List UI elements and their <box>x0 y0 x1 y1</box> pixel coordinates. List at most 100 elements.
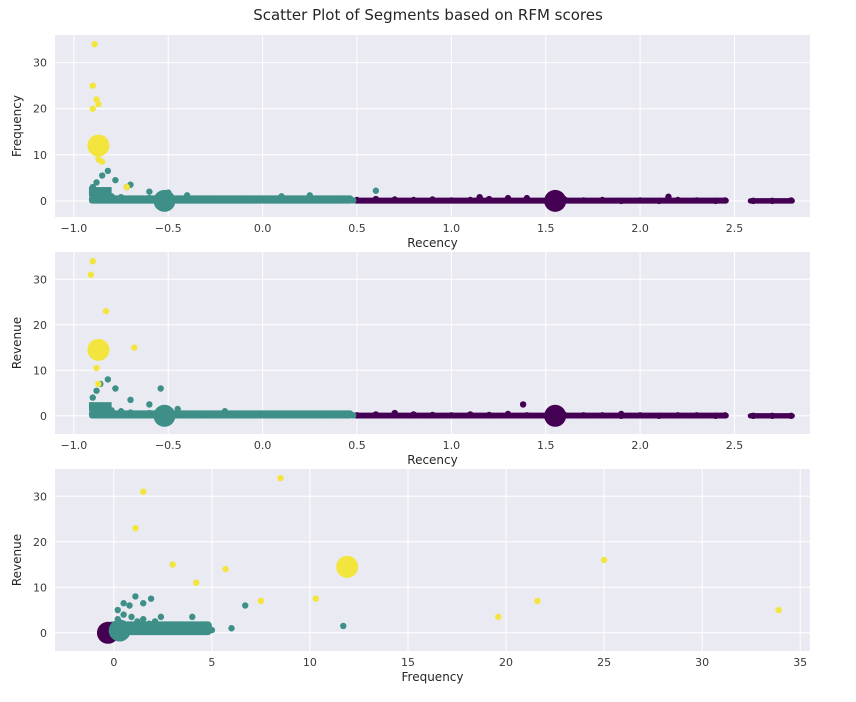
cluster-0-point <box>485 195 493 203</box>
subplot-3: 0 5 10 15 20 25 30 35 0 10 20 30 Frequency Revenue <box>10 469 810 684</box>
x-tick-label: −1.0 <box>61 439 88 452</box>
cluster-1-point <box>189 613 196 621</box>
x-tick-label: 1.0 <box>443 222 461 235</box>
cluster-0-point <box>721 197 729 204</box>
cluster-1-point <box>174 405 181 413</box>
cluster-2-point <box>102 307 110 315</box>
cluster-1-point <box>221 408 229 415</box>
cluster-1-point <box>140 615 147 623</box>
y-tick-label: 10 <box>33 581 47 594</box>
cluster-1-point <box>108 407 115 414</box>
cluster-1-point <box>334 197 342 204</box>
subplot-2: −1.0 −0.5 0.0 0.5 1.0 1.5 2.0 2.5 0 10 20 30 Recency… <box>10 252 810 467</box>
centroid-cluster-0 <box>544 189 567 212</box>
cluster-0-point <box>467 411 474 418</box>
cluster-1-point <box>128 613 135 621</box>
data-layer <box>96 474 782 644</box>
x-tick-label: 0 <box>110 656 117 669</box>
centroid-cluster-2 <box>87 338 110 361</box>
cluster-2-point <box>95 380 102 388</box>
x-tick-label: 1.5 <box>537 222 555 235</box>
cluster-0-band <box>353 412 729 419</box>
y-axis-label: Revenue <box>10 317 24 369</box>
cluster-1-point <box>112 176 119 184</box>
cluster-1-point <box>202 195 210 203</box>
cluster-1-point <box>127 195 134 202</box>
cluster-0-point <box>674 196 682 204</box>
x-tick-label: 0.0 <box>254 439 272 452</box>
cluster-1-point <box>221 196 229 204</box>
x-tick-label: 35 <box>793 656 807 669</box>
cluster-1-point <box>89 183 96 191</box>
cluster-1-point <box>240 195 247 202</box>
y-tick-label: 20 <box>33 319 47 332</box>
centroid-cluster-1 <box>153 189 176 212</box>
x-axis-label: Recency <box>407 236 457 250</box>
y-tick-label: 30 <box>33 490 47 503</box>
cluster-0-point <box>787 412 795 419</box>
y-tick-label: 10 <box>33 364 47 377</box>
y-axis-label: Revenue <box>10 534 24 586</box>
cluster-0-point <box>523 412 531 419</box>
cluster-1-point <box>93 387 100 394</box>
cluster-2-point <box>169 561 176 568</box>
cluster-2-point <box>140 488 147 495</box>
cluster-2-point <box>91 41 98 48</box>
y-tick-label: 20 <box>33 536 47 549</box>
y-tick-label: 10 <box>33 149 47 162</box>
cluster-0-point <box>693 197 700 204</box>
cluster-1-point <box>145 620 153 627</box>
cluster-0-point <box>750 197 757 205</box>
cluster-1-point <box>120 600 127 607</box>
cluster-1-point <box>98 403 106 410</box>
x-tick-label: 20 <box>499 656 513 669</box>
cluster-1-point <box>146 194 153 202</box>
cluster-2-point <box>192 579 200 586</box>
cluster-0-point <box>693 412 700 419</box>
x-tick-label: −0.5 <box>155 439 182 452</box>
cluster-2-point <box>600 556 608 564</box>
cluster-1-point <box>117 408 125 415</box>
cluster-2-point <box>95 100 102 108</box>
cluster-1-point <box>117 193 125 201</box>
cluster-2-point <box>494 613 502 621</box>
cluster-1-point <box>179 627 186 634</box>
cluster-1-point <box>278 411 285 419</box>
y-axis-label: Frequency <box>10 95 24 157</box>
cluster-1-point <box>112 385 119 392</box>
x-tick-label: 2.5 <box>726 439 744 452</box>
cluster-1-point <box>372 187 380 194</box>
cluster-1-point <box>350 197 357 204</box>
cluster-1-point <box>316 196 323 204</box>
cluster-2-point <box>257 597 265 605</box>
x-tick-label: 30 <box>695 656 709 669</box>
cluster-1-point <box>174 195 181 202</box>
x-tick-label: 1.0 <box>443 439 461 452</box>
cluster-0-point <box>787 197 795 204</box>
cluster-0-point <box>636 412 644 419</box>
cluster-1-point <box>259 411 266 418</box>
cluster-0-point <box>665 193 672 200</box>
cluster-1-point <box>297 196 304 203</box>
cluster-1-point <box>157 613 165 621</box>
cluster-1-point <box>242 602 249 609</box>
cluster-1-point <box>278 193 285 200</box>
cluster-2-point <box>222 565 229 573</box>
cluster-0-point <box>712 412 719 419</box>
cluster-0-point <box>485 411 493 419</box>
x-tick-label: 0.0 <box>254 222 272 235</box>
cluster-0-point <box>504 194 512 202</box>
cluster-1-point <box>208 626 216 634</box>
x-tick-label: 2.0 <box>631 222 649 235</box>
x-tick-label: −1.0 <box>61 222 88 235</box>
x-tick-label: 10 <box>303 656 317 669</box>
cluster-1-point <box>140 600 147 607</box>
cluster-1-point <box>228 625 235 632</box>
cluster-1-point <box>89 394 96 401</box>
cluster-0-point <box>372 411 380 418</box>
cluster-1-point <box>147 595 155 602</box>
cluster-1-point <box>104 376 112 383</box>
cluster-1-point <box>174 410 181 417</box>
cluster-2-point <box>131 344 138 351</box>
